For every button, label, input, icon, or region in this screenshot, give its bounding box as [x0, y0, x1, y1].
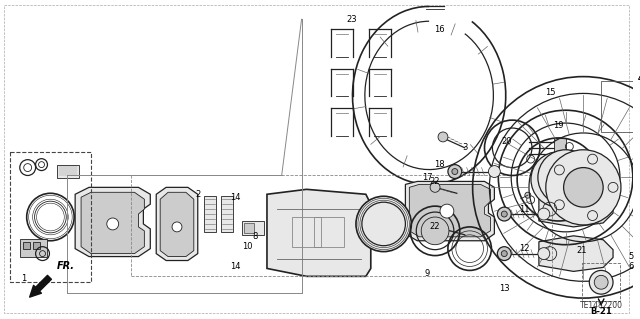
- Bar: [33, 242, 40, 249]
- Text: 6: 6: [628, 262, 634, 271]
- Text: 12: 12: [519, 244, 529, 253]
- Bar: [244, 223, 254, 233]
- Text: 5: 5: [628, 252, 634, 261]
- Circle shape: [438, 224, 448, 234]
- Circle shape: [172, 222, 182, 232]
- Polygon shape: [405, 182, 494, 241]
- Text: 13: 13: [499, 284, 509, 293]
- Polygon shape: [410, 184, 490, 237]
- Circle shape: [430, 182, 440, 192]
- Circle shape: [595, 275, 608, 289]
- Circle shape: [538, 150, 593, 205]
- Circle shape: [501, 251, 508, 256]
- Bar: [554, 138, 566, 158]
- Circle shape: [497, 247, 511, 261]
- Circle shape: [525, 192, 531, 198]
- Bar: [314, 217, 344, 247]
- Text: 17: 17: [422, 173, 433, 182]
- Circle shape: [545, 166, 573, 193]
- Circle shape: [440, 204, 454, 218]
- Text: B-21: B-21: [590, 308, 612, 316]
- Text: 8: 8: [252, 232, 258, 241]
- Circle shape: [546, 150, 621, 225]
- Text: 4: 4: [638, 74, 640, 83]
- Circle shape: [448, 165, 461, 178]
- Polygon shape: [81, 192, 145, 254]
- Bar: [582, 263, 620, 301]
- Circle shape: [497, 207, 511, 221]
- Circle shape: [488, 166, 500, 177]
- Polygon shape: [75, 187, 150, 256]
- Circle shape: [538, 208, 550, 220]
- Polygon shape: [160, 192, 194, 256]
- Circle shape: [421, 217, 449, 245]
- Text: 18: 18: [434, 160, 444, 169]
- Text: 16: 16: [434, 25, 444, 33]
- Bar: [58, 165, 79, 178]
- FancyArrowPatch shape: [29, 275, 51, 297]
- Text: TE1482200: TE1482200: [580, 301, 623, 310]
- Circle shape: [40, 251, 45, 256]
- Text: 14: 14: [230, 262, 241, 271]
- Text: 15: 15: [545, 88, 556, 97]
- Circle shape: [552, 164, 579, 191]
- Text: 23: 23: [347, 15, 357, 24]
- Bar: [10, 152, 91, 282]
- Text: 22: 22: [430, 222, 440, 231]
- Circle shape: [531, 152, 586, 207]
- Circle shape: [538, 248, 550, 260]
- Circle shape: [438, 132, 448, 142]
- Text: 19: 19: [554, 121, 564, 130]
- Bar: [601, 81, 636, 132]
- Text: 21: 21: [576, 246, 587, 255]
- Polygon shape: [156, 187, 198, 261]
- Text: 4: 4: [638, 74, 640, 83]
- Text: 10: 10: [242, 242, 252, 251]
- Text: 9: 9: [424, 269, 430, 278]
- Text: 2: 2: [195, 190, 200, 199]
- Text: 11: 11: [519, 204, 529, 214]
- Bar: [292, 217, 321, 247]
- Polygon shape: [539, 236, 613, 271]
- Text: 20: 20: [501, 137, 511, 146]
- Circle shape: [589, 271, 613, 294]
- Bar: [20, 239, 47, 256]
- Circle shape: [586, 192, 593, 198]
- Bar: [23, 242, 29, 249]
- Text: 1: 1: [21, 274, 26, 283]
- Text: FR.: FR.: [56, 261, 74, 271]
- Text: 14: 14: [230, 193, 241, 202]
- Text: 3: 3: [462, 143, 467, 152]
- Bar: [221, 196, 234, 232]
- Circle shape: [107, 218, 118, 230]
- Polygon shape: [267, 189, 371, 276]
- Polygon shape: [539, 191, 613, 227]
- Bar: [204, 196, 216, 232]
- Circle shape: [452, 168, 458, 174]
- Circle shape: [564, 167, 603, 207]
- Text: 22: 22: [430, 177, 440, 186]
- Circle shape: [356, 196, 412, 252]
- Bar: [243, 221, 264, 235]
- Circle shape: [501, 211, 508, 217]
